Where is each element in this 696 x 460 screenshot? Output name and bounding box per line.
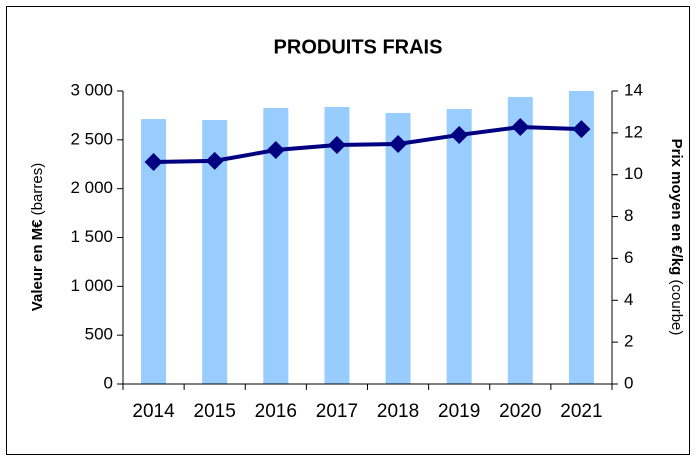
y2-tick-label: 6 — [624, 248, 633, 267]
y2-axis-label-note: (courbe) — [668, 280, 685, 336]
y2-tick-label: 2 — [624, 332, 633, 351]
x-tick-label: 2016 — [255, 401, 297, 422]
y-tick-label: 1 500 — [70, 227, 113, 246]
x-tick-label: 2017 — [316, 401, 358, 422]
y2-axis-label: Prix moyen en €/kg (courbe) — [668, 139, 685, 336]
x-tick-label: 2019 — [438, 401, 480, 422]
y-tick-label: 0 — [104, 373, 113, 392]
x-tick-label: 2020 — [499, 401, 541, 422]
y-tick-label: 3 000 — [70, 80, 113, 99]
y-axis-label: Valeur en M€ (barres) — [29, 163, 46, 311]
y-tick-label: 2 500 — [70, 129, 113, 148]
y2-tick-label: 0 — [624, 373, 633, 392]
bar — [385, 112, 411, 384]
bar — [507, 96, 533, 384]
y2-tick-label: 10 — [624, 164, 643, 183]
y-axis-label-main: Valeur en M€ — [29, 219, 46, 311]
line-marker — [144, 152, 163, 171]
y-tick-label: 500 — [85, 325, 113, 344]
x-tick-label: 2014 — [132, 401, 175, 422]
x-tick-label: 2018 — [377, 401, 419, 422]
y2-tick-label: 12 — [624, 122, 643, 141]
y2-tick-label: 8 — [624, 206, 633, 225]
line-marker — [511, 117, 530, 136]
line-marker — [389, 134, 408, 153]
x-tick-label: 2021 — [560, 401, 602, 422]
line-marker — [327, 135, 346, 154]
chart-title: PRODUITS FRAIS — [274, 36, 443, 58]
line-marker — [266, 141, 285, 160]
line-marker — [205, 151, 224, 170]
x-tick-label: 2015 — [194, 401, 236, 422]
line-marker — [572, 120, 591, 139]
y-tick-label: 2 000 — [70, 178, 113, 197]
y2-axis-label-main: Prix moyen en €/kg — [668, 139, 685, 276]
y-axis-label-note: (barres) — [29, 163, 46, 216]
y2-tick-label: 4 — [624, 290, 633, 309]
y-tick-label: 1 000 — [70, 276, 113, 295]
line-marker — [450, 125, 469, 144]
bar — [568, 91, 594, 384]
line — [153, 124, 582, 164]
y2-tick-label: 14 — [624, 80, 643, 99]
bar — [446, 108, 472, 384]
